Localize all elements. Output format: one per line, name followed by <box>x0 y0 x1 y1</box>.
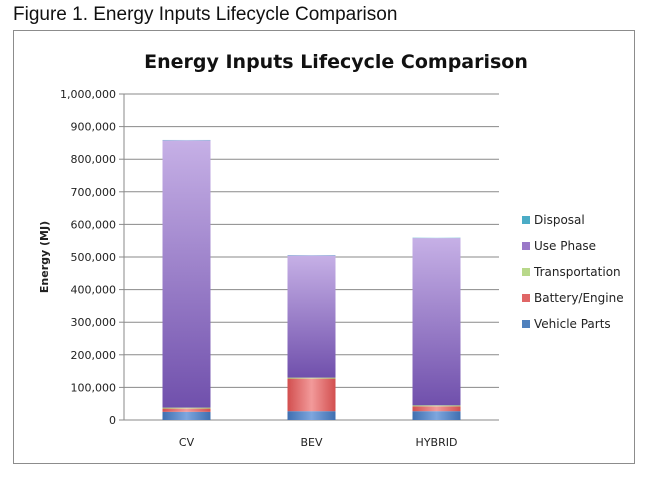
chart-frame: Energy Inputs Lifecycle Comparison Energ… <box>13 30 635 464</box>
legend-swatch <box>522 320 530 328</box>
x-tick-label: HYBRID <box>416 436 458 449</box>
bar-segment-hybrid-vehicle-parts <box>412 411 461 420</box>
y-tick-label: 500,000 <box>71 251 117 264</box>
y-tick-label: 700,000 <box>71 186 117 199</box>
legend-swatch <box>522 268 530 276</box>
bar-segment-cv-battery-engine <box>162 408 211 412</box>
bar-segment-hybrid-transportation <box>412 405 461 407</box>
y-tick-label: 800,000 <box>71 153 117 166</box>
legend-label: Use Phase <box>534 239 596 253</box>
bar-segment-cv-transportation <box>162 407 211 409</box>
y-tick-labels: 0 100,000 200,000 300,000 400,000 500,000 600,… <box>60 88 116 427</box>
x-tick-label: CV <box>179 436 195 449</box>
y-axis-label: Energy (MJ) <box>38 221 51 293</box>
bar-segment-bev-use-phase <box>287 255 336 378</box>
legend-swatch <box>522 242 530 250</box>
legend-label: Vehicle Parts <box>534 317 611 331</box>
y-tick-label: 300,000 <box>71 316 117 329</box>
bars <box>162 139 461 420</box>
y-tick-label: 100,000 <box>71 381 117 394</box>
x-tick-labels: CV BEV HYBRID <box>179 436 458 449</box>
bar-segment-bev-transportation <box>287 377 336 379</box>
chart-title: Energy Inputs Lifecycle Comparison <box>144 51 528 73</box>
legend-label: Battery/Engine <box>534 291 624 305</box>
bar-segment-bev-vehicle-parts <box>287 411 336 420</box>
legend-swatch <box>522 294 530 302</box>
y-tick-label: 900,000 <box>71 121 117 134</box>
y-tick-label: 1,000,000 <box>60 88 116 101</box>
bar-segment-hybrid-battery-engine <box>412 406 461 412</box>
legend-label: Disposal <box>534 213 585 227</box>
bar-segment-cv-use-phase <box>162 140 211 408</box>
y-tick-label: 400,000 <box>71 284 117 297</box>
y-tick-label: 600,000 <box>71 218 117 231</box>
stacked-bar-chart: Energy Inputs Lifecycle Comparison Energ… <box>38 51 624 449</box>
figure-caption: Figure 1. Energy Inputs Lifecycle Compar… <box>13 4 398 25</box>
y-tick-label: 200,000 <box>71 349 117 362</box>
legend: Disposal Use Phase Transportation Battery/E… <box>522 213 624 331</box>
y-tick-label: 0 <box>109 414 116 427</box>
bar-segment-cv-vehicle-parts <box>162 411 211 420</box>
legend-label: Transportation <box>533 265 621 279</box>
x-tick-label: BEV <box>300 436 322 449</box>
bar-segment-bev-battery-engine <box>287 378 336 412</box>
bar-segment-hybrid-use-phase <box>412 238 461 406</box>
legend-swatch <box>522 216 530 224</box>
